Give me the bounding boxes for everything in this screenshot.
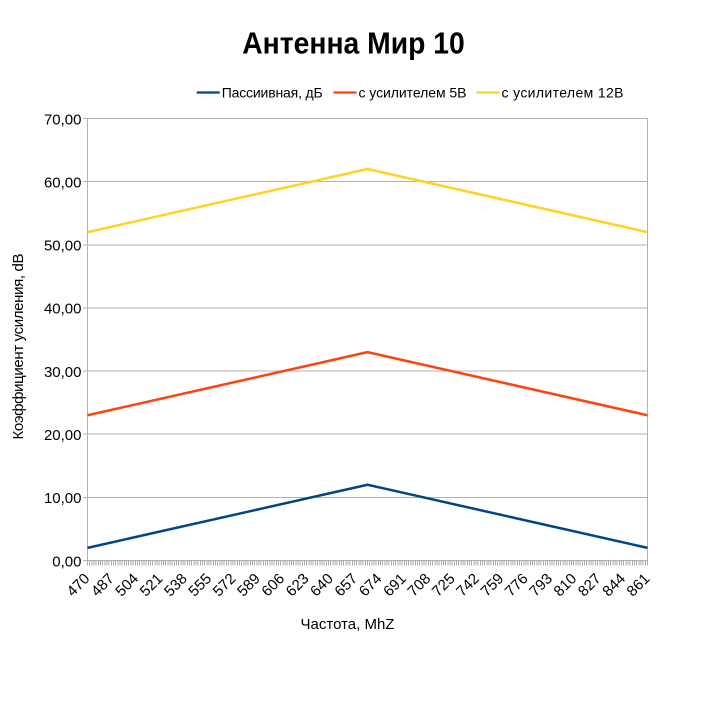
svg-text:827: 827 bbox=[575, 570, 605, 600]
svg-text:623: 623 bbox=[283, 570, 313, 600]
svg-text:759: 759 bbox=[478, 570, 508, 600]
svg-text:50,00: 50,00 bbox=[44, 238, 82, 255]
svg-text:674: 674 bbox=[356, 570, 386, 600]
svg-text:725: 725 bbox=[429, 570, 459, 600]
svg-text:606: 606 bbox=[258, 570, 288, 600]
svg-text:691: 691 bbox=[380, 570, 410, 600]
svg-text:470: 470 bbox=[64, 570, 94, 600]
svg-text:Коэффициент усиления, dB: Коэффициент усиления, dB bbox=[10, 254, 27, 440]
svg-text:с усилителем 12В: с усилителем 12В bbox=[502, 84, 624, 100]
svg-text:742: 742 bbox=[453, 570, 483, 600]
svg-text:521: 521 bbox=[137, 570, 167, 600]
svg-text:555: 555 bbox=[185, 570, 215, 600]
svg-text:с усилителем 5В: с усилителем 5В bbox=[359, 84, 467, 100]
svg-text:776: 776 bbox=[502, 570, 532, 600]
svg-text:793: 793 bbox=[526, 570, 556, 600]
svg-text:10,00: 10,00 bbox=[44, 490, 82, 507]
svg-text:861: 861 bbox=[624, 570, 654, 600]
svg-text:60,00: 60,00 bbox=[44, 174, 82, 191]
svg-text:589: 589 bbox=[234, 570, 264, 600]
svg-text:Антенна Мир 10: Антенна Мир 10 bbox=[242, 26, 465, 61]
svg-text:810: 810 bbox=[551, 570, 581, 600]
svg-text:572: 572 bbox=[210, 570, 240, 600]
svg-text:708: 708 bbox=[404, 570, 434, 600]
svg-text:30,00: 30,00 bbox=[44, 364, 82, 381]
svg-text:40,00: 40,00 bbox=[44, 301, 82, 318]
svg-text:70,00: 70,00 bbox=[44, 111, 82, 128]
svg-text:538: 538 bbox=[161, 570, 191, 600]
svg-text:640: 640 bbox=[307, 570, 337, 600]
svg-text:Пассиивная, дБ: Пассиивная, дБ bbox=[222, 84, 323, 100]
svg-text:20,00: 20,00 bbox=[44, 427, 82, 444]
svg-text:844: 844 bbox=[599, 570, 629, 600]
svg-text:504: 504 bbox=[112, 570, 142, 600]
svg-text:487: 487 bbox=[88, 570, 118, 600]
svg-text:Частота, MhZ: Частота, MhZ bbox=[301, 616, 395, 633]
svg-text:0,00: 0,00 bbox=[52, 553, 81, 570]
svg-text:657: 657 bbox=[331, 570, 361, 600]
